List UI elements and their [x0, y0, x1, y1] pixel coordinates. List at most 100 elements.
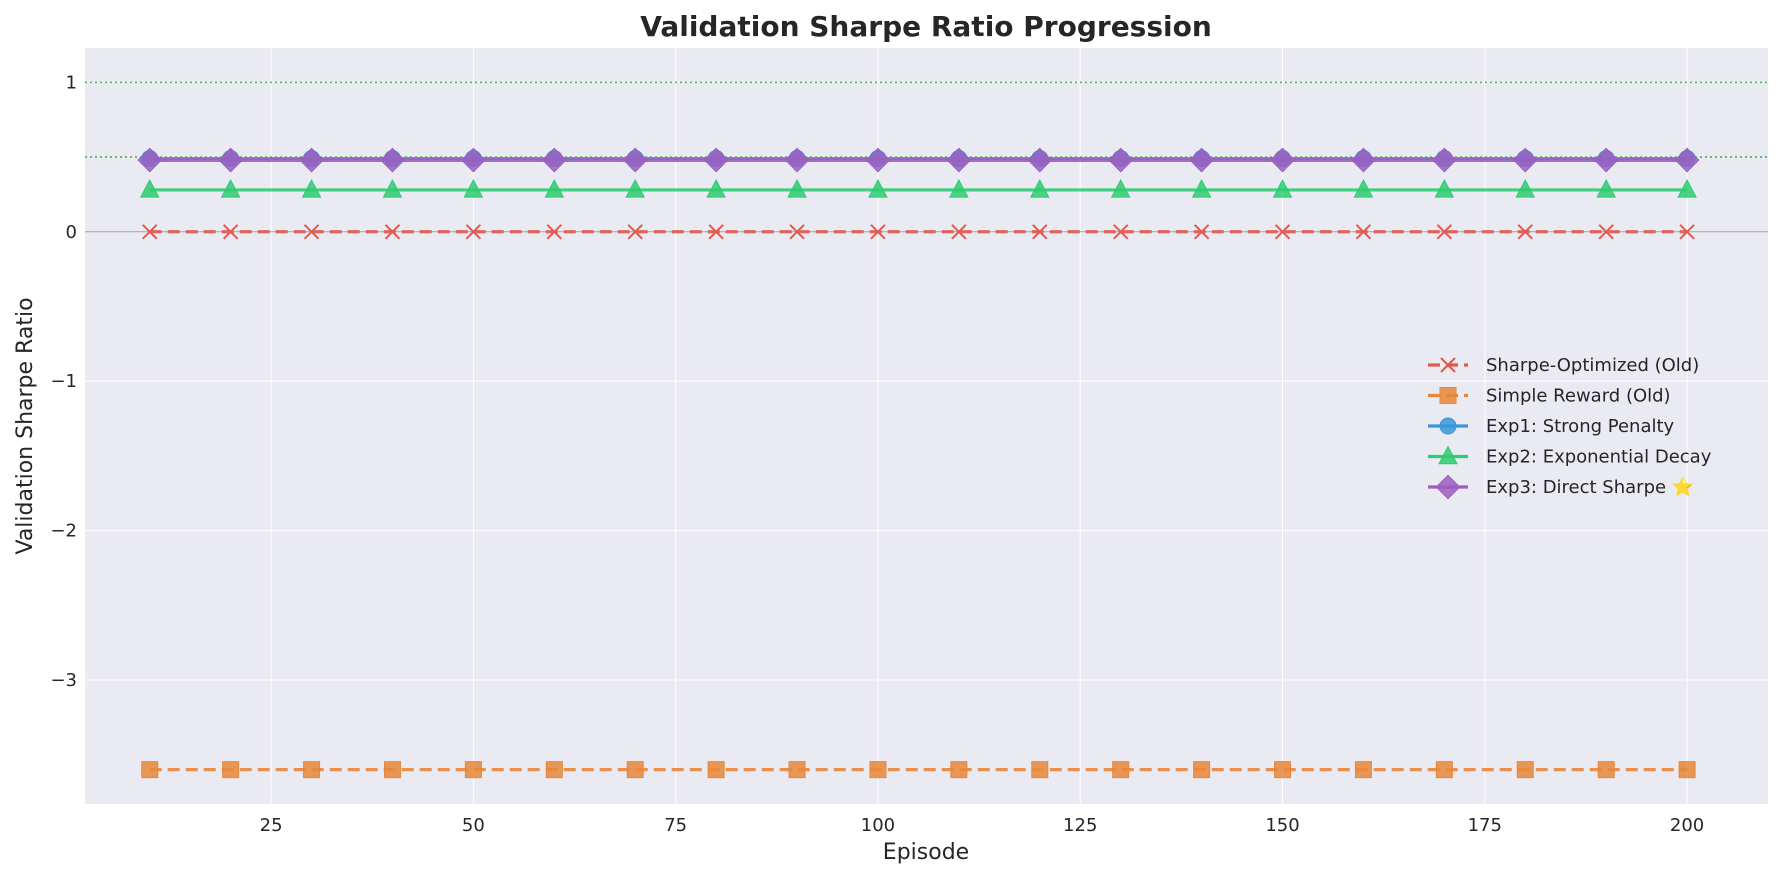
y-tick-label: −3	[50, 670, 77, 691]
series-point-marker	[220, 178, 241, 198]
legend-label: Exp1: Strong Penalty	[1486, 416, 1675, 437]
series-point-marker	[1512, 147, 1538, 173]
legend-item: Exp2: Exponential Decay	[1428, 445, 1712, 468]
series-point-marker	[137, 147, 163, 173]
series-point-marker	[1353, 178, 1374, 198]
series-point-marker	[1677, 178, 1697, 198]
series-point-marker	[708, 224, 724, 240]
series-point-marker	[950, 761, 968, 779]
series-point-marker	[869, 761, 887, 779]
marker-stroke	[1274, 224, 1291, 240]
x-tick-label: 125	[1063, 815, 1097, 836]
series-point-marker	[301, 178, 322, 198]
series-point-marker	[949, 178, 969, 198]
series-point-marker	[1674, 147, 1700, 173]
series-point-marker	[460, 147, 486, 173]
series-simple-reward-old	[141, 761, 1696, 779]
series-point-marker	[706, 178, 726, 198]
series-exp2-exponential-decay	[139, 178, 1697, 198]
series-point-marker	[1354, 761, 1372, 779]
series-point-marker	[303, 224, 320, 240]
series-point-marker	[382, 178, 403, 198]
marker-stroke	[789, 224, 805, 240]
x-tick-label: 100	[861, 815, 895, 836]
series-point-marker	[1440, 357, 1456, 373]
marker-stroke	[1112, 224, 1129, 240]
series-point-marker	[546, 224, 563, 240]
series-point-marker	[789, 224, 805, 240]
series-point-marker	[870, 224, 886, 240]
series-point-marker	[1438, 445, 1458, 465]
legend-label: Exp3: Direct Sharpe ⭐	[1486, 476, 1694, 498]
series-point-marker	[1439, 387, 1457, 404]
marker-stroke	[142, 224, 158, 240]
series-point-marker	[1435, 761, 1453, 779]
marker-stroke	[1598, 224, 1614, 240]
series-point-marker	[1108, 147, 1134, 173]
marker-stroke	[1440, 357, 1456, 373]
series-point-marker	[1435, 474, 1461, 500]
y-axis-label: Validation Sharpe Ratio	[13, 297, 38, 554]
chart-title: Validation Sharpe Ratio Progression	[640, 10, 1212, 43]
series-point-marker	[463, 178, 484, 198]
legend-item: Sharpe-Optimized (Old)	[1428, 355, 1699, 376]
series-point-marker	[1193, 224, 1210, 240]
legend-item: Exp1: Strong Penalty	[1428, 416, 1675, 437]
marker-stroke	[384, 224, 401, 240]
series-point-marker	[1434, 178, 1455, 198]
series-point-marker	[627, 224, 643, 240]
series-point-marker	[1593, 147, 1619, 173]
marker-stroke	[222, 224, 239, 240]
series-exp3-direct-sharpe	[137, 147, 1700, 173]
series-point-marker	[1597, 761, 1615, 779]
series-point-marker	[1270, 147, 1295, 173]
series-point-marker	[142, 224, 158, 240]
series-point-marker	[303, 761, 321, 779]
marker-stroke	[627, 224, 643, 240]
series-point-marker	[1027, 147, 1053, 173]
series-point-marker	[784, 147, 810, 173]
series-point-marker	[383, 761, 401, 779]
series-point-marker	[465, 224, 482, 240]
series-point-marker	[1598, 224, 1614, 240]
series-point-marker	[1029, 178, 1050, 198]
series-point-marker	[946, 147, 972, 173]
x-tick-label: 50	[462, 815, 485, 836]
marker-stroke	[1032, 224, 1048, 240]
x-tick-label: 150	[1265, 815, 1299, 836]
plot-area	[85, 48, 1768, 804]
series-point-marker	[1436, 224, 1453, 240]
y-tick-label: 1	[66, 72, 77, 93]
x-tick-label: 175	[1468, 815, 1502, 836]
series-point-marker	[384, 224, 401, 240]
series-point-marker	[218, 147, 244, 173]
y-tick-label: 0	[66, 222, 77, 243]
series-point-marker	[1112, 761, 1130, 779]
series-point-marker	[1189, 147, 1215, 173]
series-point-marker	[1274, 761, 1292, 779]
marker-stroke	[708, 224, 724, 240]
marker-stroke	[1355, 224, 1372, 240]
series-point-marker	[865, 147, 891, 173]
x-tick-label: 200	[1670, 815, 1704, 836]
marker-stroke	[465, 224, 482, 240]
series-point-marker	[222, 761, 240, 779]
series-point-marker	[1596, 178, 1617, 198]
series-point-marker	[1516, 761, 1534, 779]
series-point-marker	[380, 147, 405, 173]
marker-stroke	[1436, 224, 1453, 240]
series-point-marker	[951, 224, 967, 240]
series-point-marker	[299, 147, 324, 173]
series-point-marker	[707, 761, 725, 779]
legend-item: Exp3: Direct Sharpe ⭐	[1428, 474, 1694, 500]
x-tick-label: 75	[664, 815, 687, 836]
series-point-marker	[541, 147, 567, 173]
series-point-marker	[1678, 761, 1696, 779]
series-point-marker	[1191, 178, 1212, 198]
marker-stroke	[1517, 224, 1533, 240]
series-point-marker	[1351, 147, 1376, 173]
series-point-marker	[868, 178, 888, 198]
series-point-marker	[139, 178, 160, 198]
series-point-marker	[787, 178, 807, 198]
